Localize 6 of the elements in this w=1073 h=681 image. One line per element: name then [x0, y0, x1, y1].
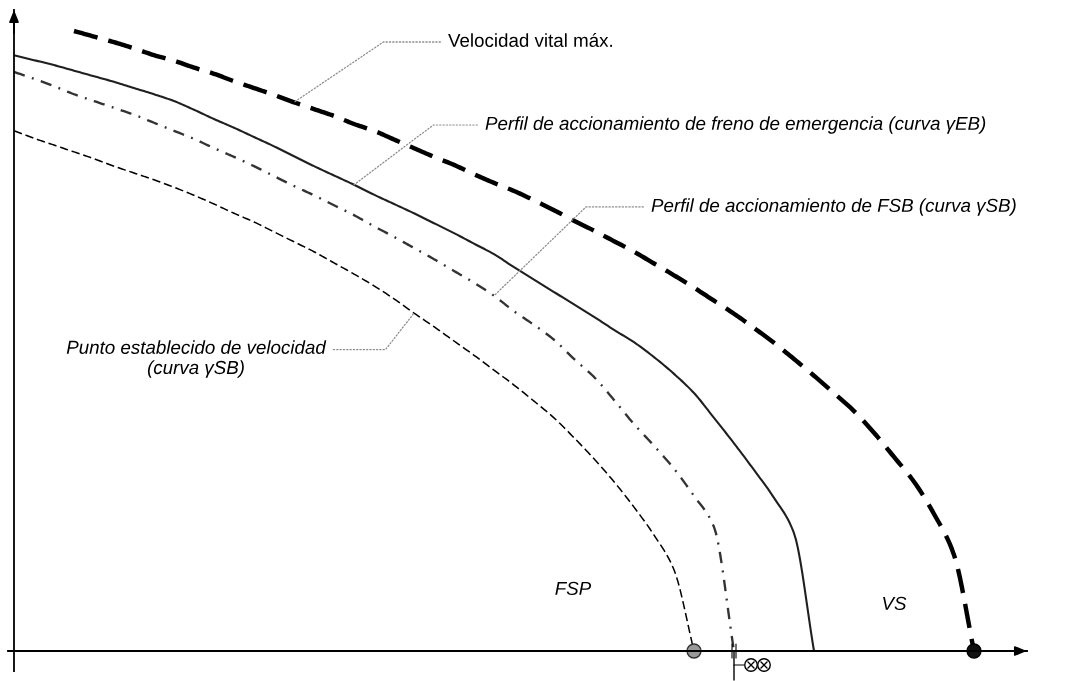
annotation: Perfil de accionamiento de freno de emergencia (curva γEB)	[485, 116, 986, 134]
annotation: VS	[883, 596, 907, 611]
annotation: Velocidad vital máx.	[448, 33, 612, 48]
annotation: Punto establecido de velocidad (curva γSB)	[66, 340, 327, 378]
annotation: FSP	[555, 581, 592, 596]
annotation: Perfil de accionamiento de FSB (curva γSB)	[651, 198, 1016, 216]
